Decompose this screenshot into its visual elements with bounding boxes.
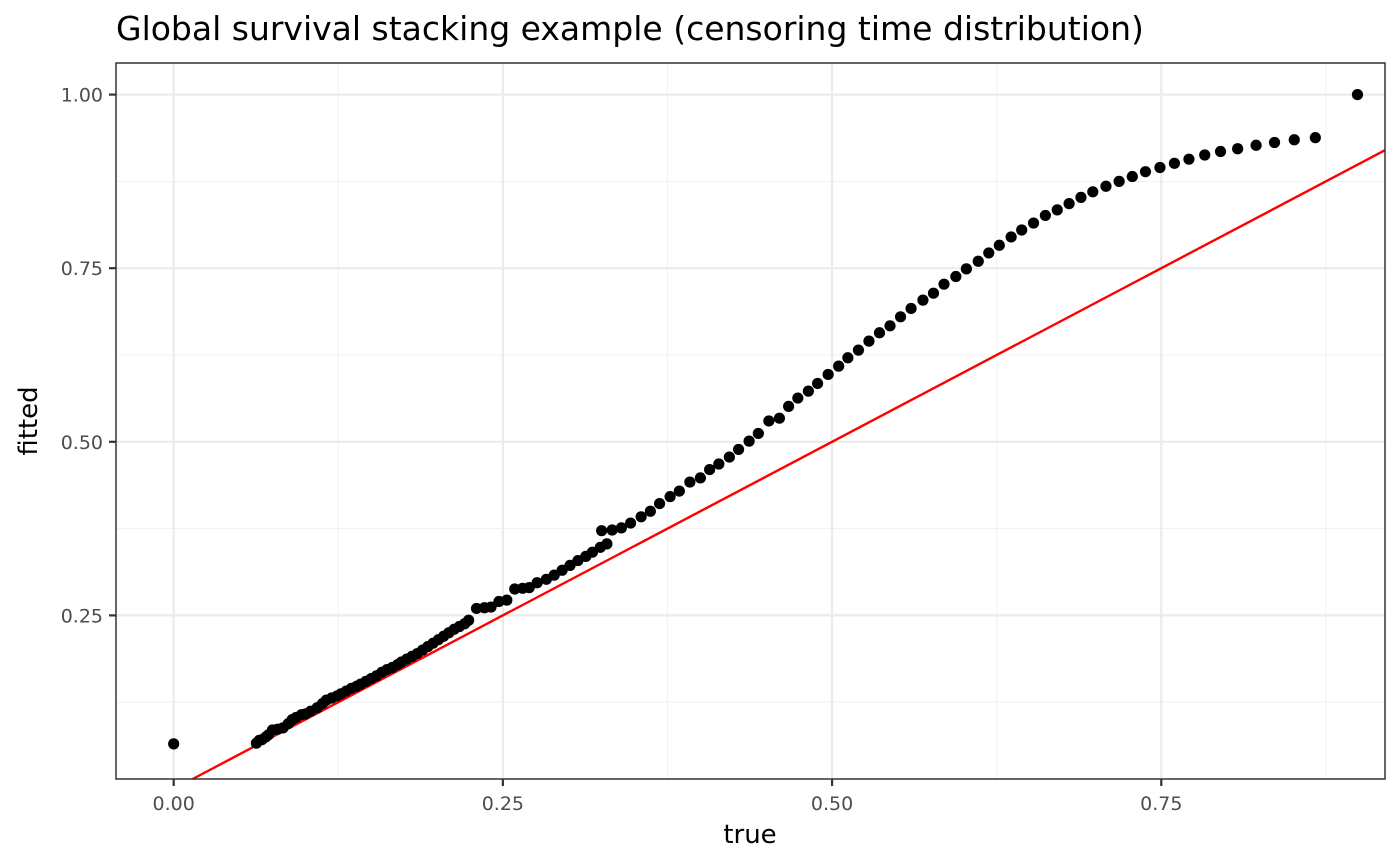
data-point [983,247,995,259]
x-tick-label: 0.50 [811,793,853,815]
data-point [704,463,716,476]
data-point [1232,143,1244,155]
data-point [752,427,764,440]
y-tick-label: 0.50 [61,432,103,454]
data-point [1250,139,1262,151]
data-point [1039,209,1051,222]
data-point [917,294,929,306]
data-point [1063,198,1075,210]
data-point [1027,217,1040,229]
data-point [950,270,962,283]
data-point [1309,132,1321,144]
y-tick-label: 0.75 [61,258,103,280]
data-point [485,601,497,613]
data-point [644,505,656,517]
data-point [763,415,775,427]
data-point [1051,204,1063,216]
data-point [783,400,795,412]
minor-gridlines [116,63,1385,779]
data-point [615,522,627,534]
x-tick-label: 0.00 [153,793,195,815]
x-tick-label: 0.75 [1140,793,1182,815]
x-tick-label: 0.25 [482,793,524,815]
data-point [960,263,972,275]
data-point [1139,166,1152,178]
data-point [842,352,854,364]
data-point [852,344,865,356]
y-tick-label: 1.00 [61,85,103,107]
y-axis-title: fitted [14,386,44,455]
data-point [905,302,917,315]
data-point [773,412,786,424]
data-point [723,451,735,463]
data-point [873,327,886,339]
reference-line [192,149,1386,781]
data-point [664,491,676,503]
data-point [811,377,824,390]
data-point [833,360,845,372]
data-point [972,255,984,267]
y-axis-ticks: 0.25 0.50 0.75 1.00 [61,85,116,627]
data-point [1016,224,1028,236]
data-point [653,497,666,510]
data-points [168,88,1364,750]
data-point [1005,231,1017,243]
data-point [938,278,950,290]
data-point [606,524,618,536]
data-point [927,287,940,299]
data-point [694,472,706,484]
data-point [1075,191,1087,203]
data-point [993,239,1005,251]
data-point [1214,145,1227,158]
data-point [635,511,647,523]
data-point [863,335,875,347]
data-point [1351,88,1364,101]
data-point [743,435,755,447]
data-point [884,320,896,332]
chart-title: Global survival stacking example (censor… [116,9,1144,48]
data-point [625,517,637,529]
data-point [673,485,685,497]
x-axis-ticks: 0.00 0.25 0.50 0.75 [153,779,1182,815]
data-point [596,525,608,537]
data-point [802,385,814,397]
major-gridlines [116,63,1385,779]
data-point [1126,170,1138,183]
data-point [792,392,804,404]
data-point [501,594,513,606]
data-point [1168,157,1181,169]
data-point [1268,136,1281,149]
y-tick-label: 0.25 [61,605,103,627]
data-point [531,577,543,589]
data-point [1183,153,1195,165]
x-axis-title: true [723,820,776,850]
data-point [822,368,834,381]
data-point [463,614,475,626]
data-point [1087,186,1099,198]
data-point [1288,134,1300,146]
data-point [601,538,613,550]
data-point [894,311,907,323]
reference-line-layer [192,149,1386,781]
data-point [732,443,745,456]
data-point [1154,161,1166,174]
panel-border [115,62,1386,780]
data-point [1100,180,1112,192]
data-point [713,458,725,470]
data-point [1113,175,1125,187]
data-point [1199,149,1211,161]
data-point [684,476,696,488]
data-point [168,738,180,750]
